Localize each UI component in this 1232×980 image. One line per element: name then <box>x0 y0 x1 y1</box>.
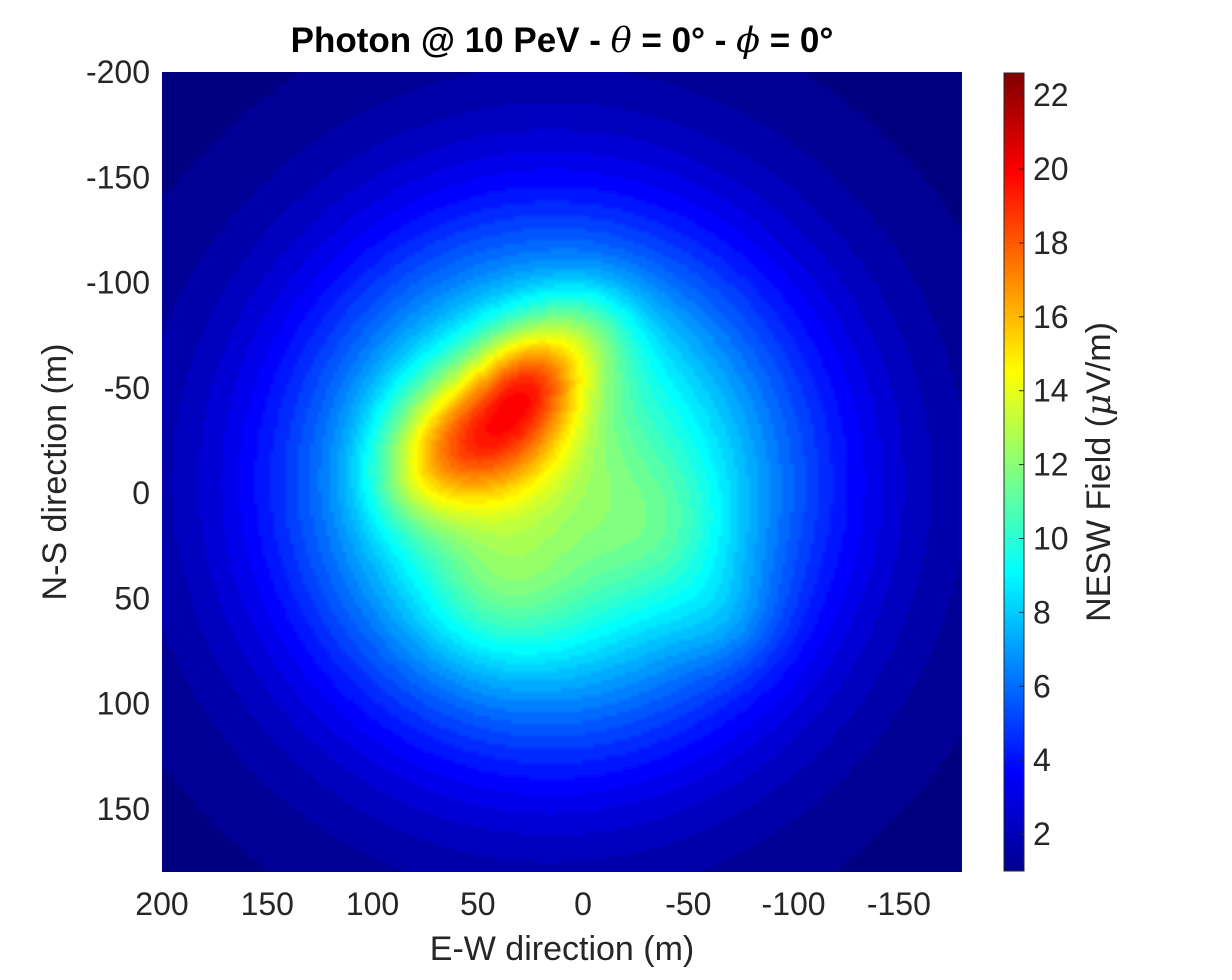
colorbar-tick-label: 22 <box>1033 77 1069 113</box>
colorbar-tick-label: 8 <box>1033 594 1051 630</box>
colorbar-tick-label: 10 <box>1033 521 1069 557</box>
y-tick-label: -150 <box>86 159 150 195</box>
x-axis-label: E-W direction (m) <box>430 930 694 968</box>
colorbar-ticks: 2 4 6 8 10 12 14 16 18 20 22 <box>1019 77 1069 852</box>
y-tick-label: -200 <box>86 54 150 90</box>
colorbar-tick-label: 20 <box>1033 151 1069 187</box>
x-tick-label: 150 <box>241 886 294 922</box>
colorbar-label-prefix: NESW Field ( <box>1080 415 1118 622</box>
y-tick-label: 100 <box>97 686 150 722</box>
x-tick-label: 50 <box>460 886 496 922</box>
chart-title: Photon @ 10 PeV - θ = 0° - ϕ = 0° <box>291 21 834 61</box>
x-tick-labels: 200 150 100 50 0 -50 -100 -150 <box>135 886 931 922</box>
y-tick-labels: -200 -150 -100 -50 0 50 100 150 <box>86 54 150 827</box>
y-tick-label: 0 <box>132 475 150 511</box>
x-tick-label: 0 <box>574 886 592 922</box>
colorbar-bar <box>1003 72 1025 872</box>
y-tick-label: 50 <box>114 580 150 616</box>
colorbar-tick-label: 16 <box>1033 299 1069 335</box>
plot-area <box>162 72 962 872</box>
colorbar-tick-label: 2 <box>1033 816 1051 852</box>
x-tick-label: -150 <box>867 886 931 922</box>
x-tick-label: -100 <box>762 886 826 922</box>
colorbar: 2 4 6 8 10 12 14 16 18 20 22 <box>1003 72 1069 872</box>
title-theta-symbol: θ <box>611 21 632 61</box>
colorbar-tick-label: 12 <box>1033 447 1069 483</box>
y-tick-label: 150 <box>97 791 150 827</box>
colorbar-label-mu: μ <box>1079 394 1119 416</box>
colorbar-label-suffix: V/m) <box>1080 322 1118 394</box>
x-tick-label: -50 <box>665 886 711 922</box>
heatmap-image <box>162 72 962 872</box>
y-axis-label: N-S direction (m) <box>36 344 74 601</box>
colorbar-tick-label: 14 <box>1033 373 1069 409</box>
title-phi-value: = 0° <box>760 21 833 60</box>
colorbar-label: NESW Field (μV/m) <box>1079 322 1119 622</box>
colorbar-tick-label: 18 <box>1033 225 1069 261</box>
title-prefix: Photon @ 10 PeV - <box>291 21 611 60</box>
title-phi-symbol: ϕ <box>736 21 760 61</box>
colorbar-tick-label: 4 <box>1033 742 1051 778</box>
heatmap-layer <box>162 72 962 872</box>
x-tick-label: 200 <box>135 886 188 922</box>
x-tick-label: 100 <box>346 886 399 922</box>
colorbar-tick-label: 6 <box>1033 668 1051 704</box>
title-theta-value: = 0° - <box>632 21 736 60</box>
y-tick-label: -50 <box>104 370 150 406</box>
y-tick-label: -100 <box>86 265 150 301</box>
